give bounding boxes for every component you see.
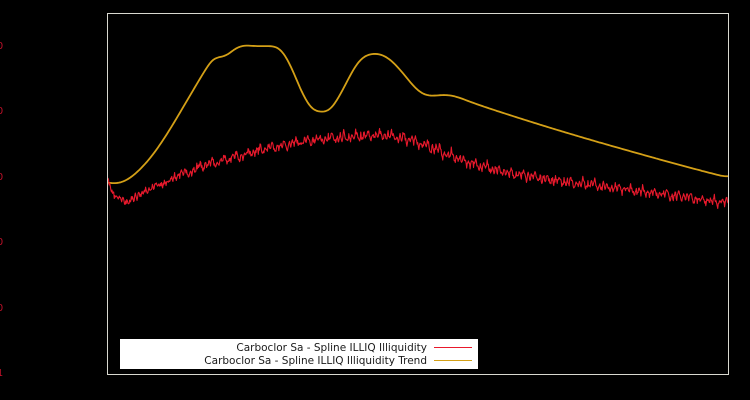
legend-entry-trend: Carboclor Sa - Spline ILLIQ Illiquidity … [120, 354, 478, 367]
y-axis-tick-label: 100000000 [0, 107, 3, 117]
series-line-trend [108, 44, 728, 185]
y-axis-tick-label: 1 [0, 369, 3, 379]
legend-swatch-trend [434, 360, 472, 361]
legend-label-trend: Carboclor Sa - Spline ILLIQ Illiquidity … [204, 354, 427, 367]
y-axis-tick-label: 10000000000 [0, 41, 3, 52]
y-axis-tick-label: 10000 [0, 238, 3, 248]
y-axis-tick-labels: 10000000000 100000000 1000000 10000 100 1 [0, 0, 107, 400]
series-line-illiquidity [108, 127, 728, 209]
chart-legend: Carboclor Sa - Spline ILLIQ Illiquidity … [120, 339, 478, 369]
y-axis-tick-label: 100 [0, 303, 3, 314]
y-axis-tick-label: 1000000 [0, 172, 3, 183]
legend-label-illiquidity: Carboclor Sa - Spline ILLIQ Illiquidity [236, 341, 427, 354]
legend-swatch-illiquidity [434, 347, 472, 348]
plot-area [107, 13, 729, 375]
series-canvas [108, 44, 728, 209]
legend-entry-illiquidity: Carboclor Sa - Spline ILLIQ Illiquidity [120, 341, 478, 354]
